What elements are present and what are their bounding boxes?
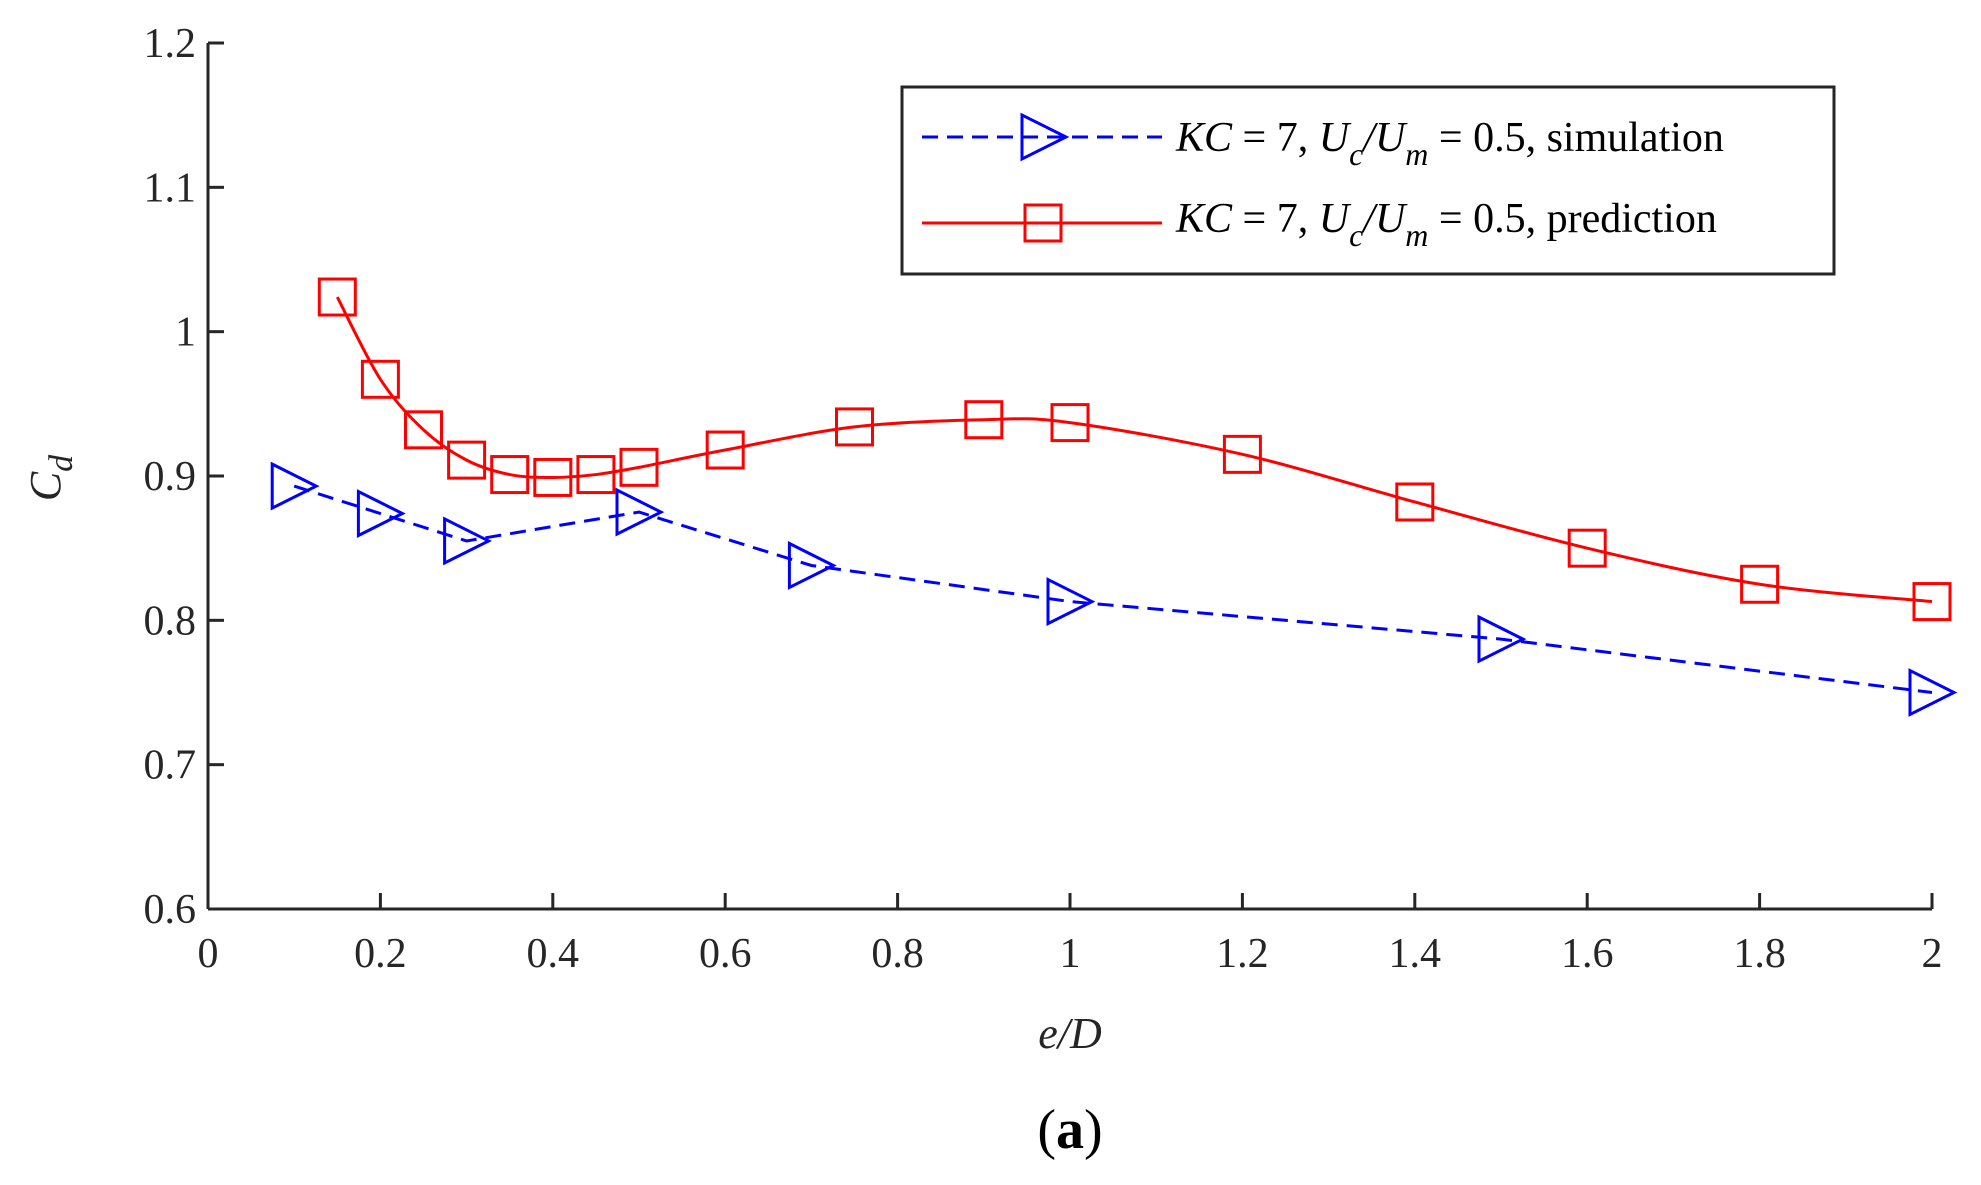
legend-marker-triangle-icon	[1020, 112, 1070, 162]
x-tick-label: 0.4	[527, 931, 580, 977]
data-point-simulation	[1908, 668, 1958, 717]
data-point-prediction	[835, 407, 874, 447]
data-point-prediction	[1050, 403, 1090, 443]
data-point-simulation	[1477, 614, 1527, 664]
y-axis-title: Cd	[21, 454, 80, 501]
x-tick-label: 0.2	[354, 931, 407, 977]
legend-marker-square-icon	[1023, 203, 1063, 243]
x-tick-label: 1.6	[1561, 931, 1614, 977]
axes: 0 0.2 0.4 0.6 0.8 1 1.2 1.4 1.6 1.8 2 0.6 0.7 0.8 0.9 1…	[144, 21, 1943, 977]
y-tick-label: 0.9	[144, 454, 197, 500]
series-line-simulation	[293, 484, 1933, 694]
legend-label-simulation: KC = 7, Uc/Um = 0.5, simulation	[1175, 115, 1724, 172]
data-point-prediction	[1567, 528, 1607, 568]
data-point-prediction	[317, 277, 357, 317]
data-point-simulation	[356, 489, 406, 538]
x-tick-label: 0.8	[871, 931, 924, 977]
data-point-simulation	[270, 461, 320, 511]
data-point-prediction	[404, 410, 443, 450]
x-tick-label: 0	[198, 931, 219, 977]
series-layer	[270, 277, 1958, 717]
legend-label-prediction: KC = 7, Uc/Um = 0.5, prediction	[1175, 196, 1717, 253]
data-point-simulation	[1046, 577, 1096, 626]
series-simulation	[270, 461, 1958, 717]
series-line-prediction	[335, 296, 1933, 604]
data-point-prediction	[533, 457, 573, 497]
data-point-prediction	[1912, 582, 1952, 622]
y-tick-label: 1.1	[144, 165, 197, 211]
legend: KC = 7, Uc/Um = 0.5, simulation KC = 7, …	[900, 85, 1836, 276]
legend-box	[900, 85, 1836, 276]
data-point-prediction	[490, 455, 530, 495]
data-point-prediction	[1395, 482, 1435, 522]
x-tick-label: 1.8	[1733, 931, 1786, 977]
y-tick-label: 0.7	[144, 743, 197, 789]
data-point-prediction	[1740, 564, 1780, 604]
data-point-prediction	[447, 440, 487, 480]
x-tick-label: 1.4	[1389, 931, 1442, 977]
y-tick-label: 1	[175, 310, 196, 356]
series-prediction	[317, 277, 1952, 622]
y-tick-label: 1.2	[144, 21, 197, 67]
x-tick-label: 0.6	[699, 931, 752, 977]
panel-label: (a)	[1037, 1099, 1102, 1161]
data-point-prediction	[360, 359, 400, 399]
data-point-prediction	[964, 400, 1004, 440]
x-tick-label: 1.2	[1216, 931, 1269, 977]
x-tick-label: 1	[1060, 931, 1081, 977]
data-point-simulation	[787, 541, 837, 590]
legend-entry-simulation: KC = 7, Uc/Um = 0.5, simulation	[922, 112, 1724, 172]
data-point-simulation	[443, 516, 492, 566]
data-point-prediction	[1222, 434, 1262, 474]
legend-entry-prediction: KC = 7, Uc/Um = 0.5, prediction	[922, 196, 1717, 253]
x-axis-title: e/D	[1038, 1009, 1102, 1058]
data-point-simulation	[615, 487, 665, 537]
x-tick-label: 2	[1922, 931, 1943, 977]
y-tick-label: 0.6	[144, 887, 197, 933]
data-point-prediction	[619, 447, 659, 487]
y-tick-label: 0.8	[144, 598, 197, 644]
data-point-prediction	[576, 455, 616, 495]
data-point-prediction	[705, 430, 745, 470]
